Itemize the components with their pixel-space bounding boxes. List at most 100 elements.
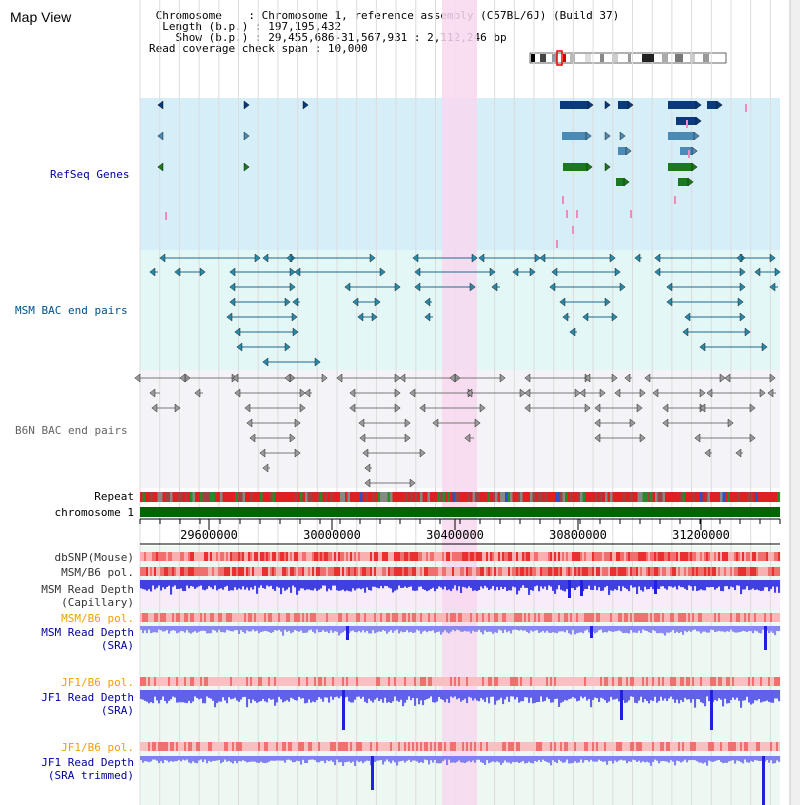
polymorphism-bar	[730, 677, 733, 686]
polymorphism-bar	[586, 742, 589, 751]
read-depth-bar	[254, 626, 257, 632]
polymorphism-bar	[466, 677, 469, 686]
read-depth-bar	[430, 626, 433, 632]
msm-bac-end	[549, 282, 556, 292]
read-depth-bar	[208, 626, 211, 634]
read-depth-bar	[190, 626, 193, 634]
right-scroll-edge[interactable]	[790, 0, 800, 805]
polymorphism-bar	[572, 613, 575, 622]
msm-depth-sra-label-2: (SRA)	[100, 639, 134, 652]
polymorphism-bar	[340, 677, 343, 686]
read-depth-bar	[566, 756, 569, 760]
polymorphism-bar	[252, 613, 255, 622]
read-depth-bar	[640, 626, 643, 634]
ideogram-band	[612, 54, 618, 62]
b6n-bac-end	[584, 403, 591, 413]
polymorphism-bar	[148, 742, 151, 751]
read-depth-bar	[416, 756, 419, 762]
refseq-gene-arrow	[586, 162, 593, 172]
read-depth-bar	[300, 626, 303, 631]
read-depth-bar	[584, 626, 587, 631]
read-depth-bar	[638, 580, 641, 587]
refseq-features[interactable]	[157, 100, 747, 248]
refseq-gene-arrow	[687, 177, 694, 187]
polymorphism-bar	[434, 677, 437, 686]
chromosome-ideogram[interactable]	[531, 50, 709, 66]
polymorphism-bar	[288, 552, 291, 561]
polymorphism-bar	[724, 677, 727, 686]
b6n-bac-end	[359, 433, 366, 443]
read-depth-bar	[474, 580, 477, 591]
polymorphism-bar	[388, 567, 391, 576]
polymorphism-bar	[712, 677, 715, 686]
read-depth-bar	[258, 580, 261, 588]
polymorphism-bar	[170, 613, 173, 622]
polymorphism-bar	[458, 677, 461, 686]
polymorphism-bar	[414, 552, 417, 561]
polymorphism-bar	[604, 742, 607, 751]
read-depth-bar	[748, 756, 751, 763]
polymorphism-bar	[644, 552, 647, 561]
b6n-bac-features[interactable]	[134, 373, 776, 488]
polymorphism-bar	[334, 742, 337, 751]
polymorphism-bar	[282, 677, 285, 686]
polymorphism-bar	[464, 613, 467, 622]
refseq-track-label[interactable]: RefSeq Genes	[50, 168, 130, 181]
polymorphism-bar	[350, 552, 353, 561]
read-depth-bar	[306, 626, 309, 633]
read-depth-bar	[594, 580, 597, 586]
read-depth-bar	[696, 756, 699, 762]
read-depth-bar	[726, 756, 729, 763]
read-depth-bar	[426, 690, 429, 700]
polymorphism-bar	[248, 552, 251, 561]
polymorphism-bar	[614, 567, 617, 576]
read-depth-bar	[230, 580, 233, 591]
polymorphism-bar	[398, 567, 401, 576]
b6n-bac-track-label[interactable]: B6N BAC end pairs	[15, 424, 128, 437]
read-depth-bar	[342, 626, 345, 633]
repeat-segment	[155, 492, 158, 502]
msm-bac-end	[344, 282, 351, 292]
polymorphism-bar	[744, 677, 747, 686]
read-depth-bar	[474, 690, 477, 699]
polymorphism-bar	[458, 613, 461, 622]
polymorphism-bar	[546, 677, 549, 686]
polymorphism-bar	[502, 567, 505, 576]
read-depth-bar	[150, 690, 153, 703]
read-depth-bar	[388, 580, 391, 588]
msm-bac-track-label[interactable]: MSM BAC end pairs	[15, 304, 128, 317]
polymorphism-bar	[592, 613, 595, 622]
polymorphism-bar	[408, 613, 411, 622]
read-depth-bar	[292, 690, 295, 699]
read-depth-bar	[294, 690, 297, 701]
read-depth-bar	[192, 580, 195, 587]
read-depth-bar	[686, 626, 689, 633]
polymorphism-bar	[330, 552, 333, 561]
polymorphism-bar	[394, 677, 397, 686]
polymorphism-bar	[274, 552, 277, 561]
read-depth-bar	[360, 756, 363, 762]
read-depth-bar	[316, 690, 319, 701]
read-depth-bar	[668, 580, 671, 587]
read-depth-bar	[450, 756, 453, 763]
read-depth-bar	[184, 626, 187, 633]
polymorphism-bar	[558, 613, 561, 622]
read-depth-bar	[712, 626, 715, 631]
read-depth-bar	[194, 756, 197, 763]
read-depth-bar	[244, 690, 247, 697]
msm-bac-features[interactable]	[149, 253, 781, 367]
polymorphism-bar	[256, 552, 259, 561]
polymorphism-bar	[558, 567, 561, 576]
read-depth-bar	[734, 756, 737, 764]
polymorphism-bar	[738, 677, 741, 686]
read-depth-bar	[532, 626, 535, 632]
polymorphism-bar	[676, 677, 679, 686]
polymorphism-bar	[636, 742, 639, 751]
read-depth-bar	[518, 626, 521, 631]
polymorphism-bar	[544, 552, 547, 561]
polymorphism-bar	[564, 742, 567, 751]
polymorphism-bar	[214, 677, 217, 686]
read-depth-bar	[444, 756, 447, 760]
read-depth-bar	[552, 626, 555, 633]
